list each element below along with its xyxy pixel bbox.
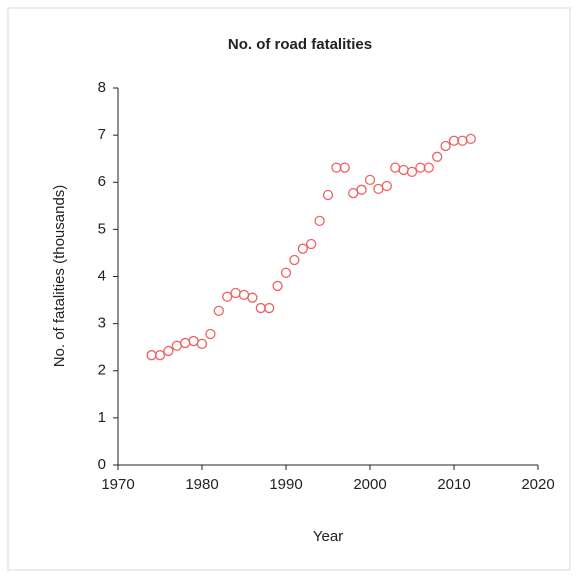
data-point [465, 133, 476, 145]
data-point [213, 305, 224, 317]
data-point [398, 164, 409, 176]
data-point [289, 254, 300, 266]
data-point [297, 243, 308, 254]
x-axis-label: Year [313, 528, 343, 545]
data-point [390, 162, 401, 173]
data-point [180, 337, 191, 349]
data-point [364, 174, 376, 186]
data-point [373, 183, 384, 194]
data-point [171, 340, 182, 351]
x-tick-label: 1970 [101, 476, 134, 493]
data-point [415, 162, 426, 173]
data-point [331, 162, 342, 173]
data-point [146, 350, 157, 361]
data-point [322, 189, 334, 201]
y-tick-label: 1 [98, 409, 106, 426]
data-point [238, 289, 250, 301]
y-tick-label: 0 [98, 456, 106, 473]
data-point [280, 267, 292, 278]
data-point [154, 350, 166, 361]
x-tick-label: 1990 [269, 476, 302, 493]
data-point [230, 287, 241, 299]
data-point [163, 345, 174, 357]
data-point [348, 187, 359, 199]
data-point [406, 166, 418, 178]
x-tick-label: 2010 [437, 476, 470, 493]
y-tick-label: 5 [98, 220, 106, 237]
data-point [457, 135, 468, 146]
x-tick-label: 2000 [353, 476, 386, 493]
data-point [272, 280, 283, 292]
data-point [356, 184, 367, 195]
data-point [205, 328, 216, 340]
data-point [423, 162, 434, 173]
x-tick-label: 2020 [521, 476, 554, 493]
x-tick-label: 1980 [185, 476, 218, 493]
data-point [339, 162, 350, 173]
y-tick-label: 8 [98, 79, 106, 96]
data-point [196, 338, 208, 350]
data-point [440, 140, 451, 152]
data-point [306, 238, 317, 250]
data-point [448, 135, 460, 146]
chart-frame [7, 7, 571, 571]
y-tick-label: 7 [98, 126, 106, 143]
y-tick-label: 3 [98, 315, 106, 332]
data-point [222, 291, 233, 302]
y-tick-label: 2 [98, 362, 106, 379]
data-point [247, 292, 258, 303]
y-tick-label: 4 [98, 267, 106, 284]
data-point [432, 151, 443, 162]
data-point [264, 302, 275, 314]
data-point [255, 302, 266, 314]
y-axis-label: No. of fatalities (thousands) [51, 185, 68, 368]
data-point [381, 180, 392, 192]
chart-title: No. of road fatalities [228, 36, 372, 53]
data-point [188, 335, 199, 347]
data-point [314, 215, 325, 227]
y-tick-label: 6 [98, 173, 106, 190]
